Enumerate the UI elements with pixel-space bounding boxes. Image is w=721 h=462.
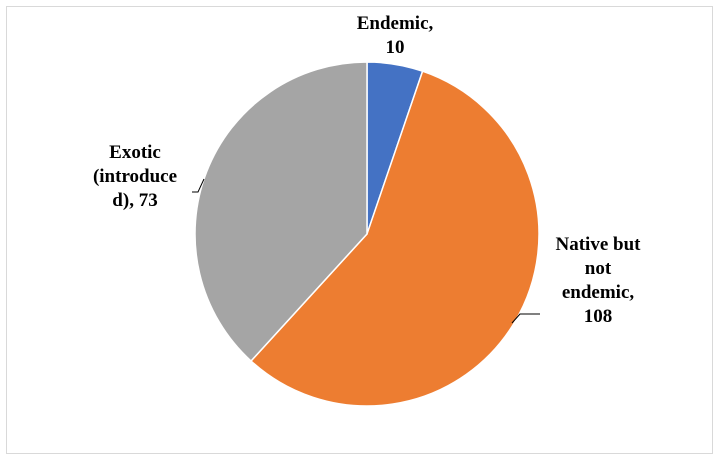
- data-label-endemic-line-2: 10: [385, 37, 405, 58]
- leader-line-native: [511, 313, 540, 324]
- pie-slice-exotic-introduced: [194, 61, 368, 363]
- data-label-endemic-line-1: Endemic,: [356, 13, 434, 34]
- data-label-native-line-3: endemic,: [561, 282, 635, 303]
- pie-slices: [194, 61, 540, 407]
- data-label-exotic-line-2: (introduce: [92, 166, 178, 187]
- data-label-exotic-line-3: d), 73: [112, 190, 158, 211]
- data-label-exotic: Exotic (introduce d), 73: [70, 141, 200, 213]
- data-label-native-line-4: 108: [583, 306, 613, 327]
- pie-slice-native-but-not-endemic: [249, 70, 540, 407]
- data-label-endemic: Endemic, 10: [330, 12, 460, 60]
- data-label-native-line-2: not: [584, 258, 612, 279]
- data-label-exotic-line-1: Exotic: [109, 142, 161, 163]
- data-label-native-line-1: Native but: [555, 234, 641, 255]
- data-label-native: Native but not endemic, 108: [533, 233, 663, 329]
- leader-line-exotic: [192, 178, 205, 193]
